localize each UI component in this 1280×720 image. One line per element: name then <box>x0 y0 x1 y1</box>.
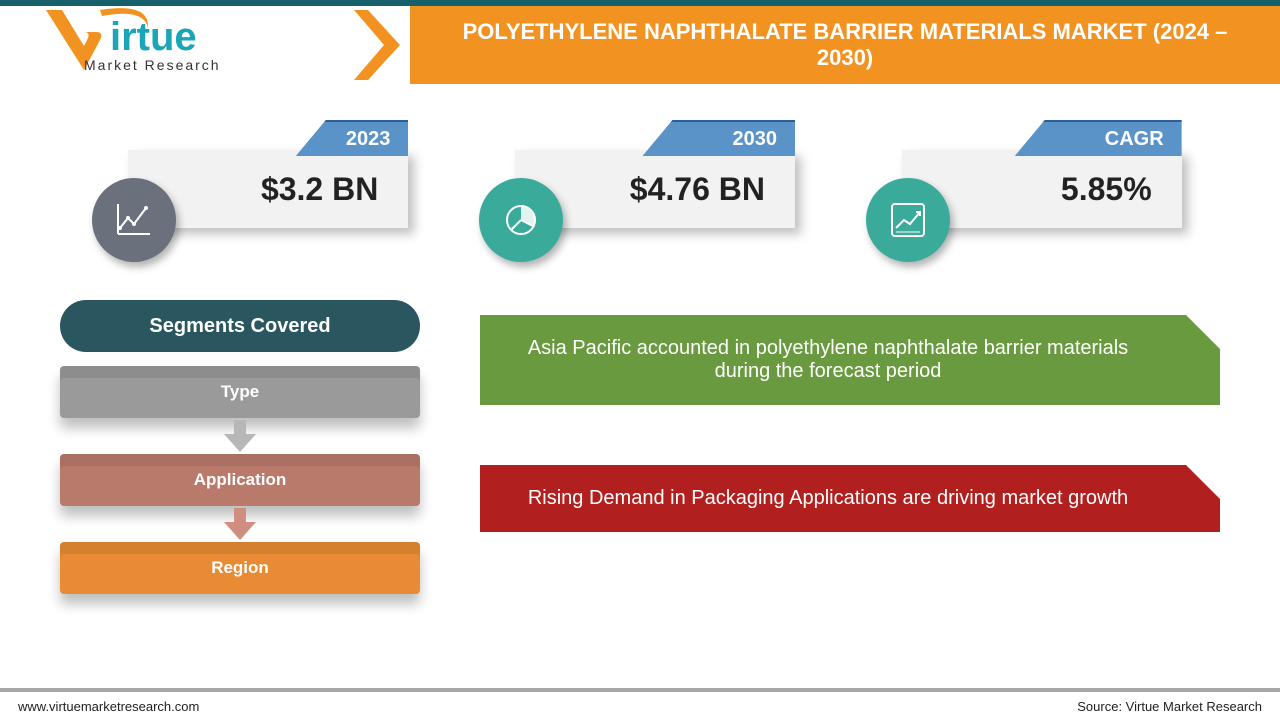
page-title: POLYETHYLENE NAPHTHALATE BARRIER MATERIA… <box>410 6 1280 84</box>
insight-region: Asia Pacific accounted in polyethylene n… <box>480 315 1220 405</box>
growth-chart-icon <box>866 178 950 262</box>
chevron-down-icon <box>60 418 420 454</box>
logo-main-text: irtue <box>110 15 197 59</box>
chevron-down-icon <box>60 506 420 542</box>
footer-divider <box>0 688 1280 692</box>
segment-type: Type <box>60 366 420 418</box>
stat-label: CAGR <box>1015 120 1182 156</box>
virtue-logo-icon: irtue Market Research <box>40 6 300 84</box>
stats-row: 2023 $3.2 BN 2030 $4.76 BN CAGR 5.85% <box>0 120 1280 280</box>
stat-label: 2023 <box>296 120 409 156</box>
stat-label: 2030 <box>642 120 795 156</box>
logo: irtue Market Research <box>0 6 340 84</box>
segment-region: Region <box>60 542 420 594</box>
segments-header: Segments Covered <box>60 300 420 352</box>
header-arrow-icon <box>350 6 410 84</box>
line-chart-icon <box>92 178 176 262</box>
insights: Asia Pacific accounted in polyethylene n… <box>480 315 1220 592</box>
logo-tagline: Market Research <box>84 57 221 73</box>
pie-chart-icon <box>479 178 563 262</box>
segments-covered: Segments Covered Type Application Region <box>60 300 420 594</box>
footer-url: www.virtuemarketresearch.com <box>18 699 199 714</box>
footer-source: Source: Virtue Market Research <box>1077 699 1262 714</box>
insight-driver: Rising Demand in Packaging Applications … <box>480 465 1220 532</box>
segment-application: Application <box>60 454 420 506</box>
